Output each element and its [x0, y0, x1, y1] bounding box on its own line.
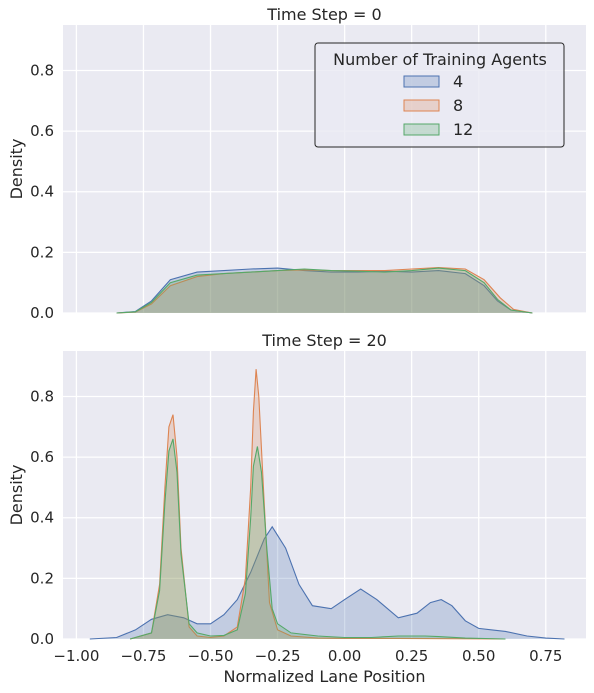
density-series	[116, 266, 533, 314]
y-tick-label: 0.4	[30, 509, 54, 527]
y-tick-label: 0.2	[30, 569, 54, 587]
x-tick-labels: −1.00 −0.75 −0.50 −0.25 0.00 0.25 0.50 0.75	[53, 647, 562, 665]
x-tick-label: 0.25	[395, 647, 428, 665]
y-tick-label: 0.8	[30, 61, 54, 79]
density-line-12	[129, 438, 506, 640]
x-tick-label: 0.50	[462, 647, 495, 665]
y-tick-label: 0.6	[30, 448, 54, 466]
density-fill-4	[116, 268, 533, 313]
x-tick-label: 0.00	[328, 647, 361, 665]
y-axis-title: Density	[7, 465, 26, 526]
legend-label-8: 8	[453, 96, 463, 115]
y-tick-label: 0.2	[30, 243, 54, 261]
density-series	[89, 369, 565, 640]
plot-area-background	[63, 351, 586, 639]
panel-title: Time Step = 20	[261, 331, 387, 350]
legend-swatch-4	[403, 75, 440, 88]
legend-box	[314, 42, 565, 148]
x-tick-label: −1.00	[53, 647, 99, 665]
density-fill-12	[116, 268, 533, 313]
y-tick-label: 0.8	[30, 387, 54, 405]
panel-time-step-20: 0.0 0.2 0.4 0.6 0.8 −1.00 −0.75 −0.50 −0.25 0.00…	[7, 331, 586, 686]
density-line-12	[116, 267, 533, 314]
legend: Number of Training Agents 4 8 12	[314, 42, 565, 148]
gridlines	[63, 351, 586, 640]
y-tick-labels: 0.0 0.2 0.4 0.6 0.8	[30, 387, 54, 648]
x-tick-label: −0.50	[188, 647, 234, 665]
y-axis-title: Density	[7, 139, 26, 200]
density-fill-8	[116, 267, 533, 313]
legend-entry-8: 8	[403, 96, 463, 115]
legend-swatch-12	[403, 123, 440, 136]
y-tick-label: 0.6	[30, 122, 54, 140]
panel-title: Time Step = 0	[266, 5, 381, 24]
legend-entry-12: 12	[403, 120, 473, 139]
legend-entry-4: 4	[403, 72, 463, 91]
y-tick-label: 0.0	[30, 630, 54, 648]
density-line-8	[129, 369, 506, 640]
legend-label-4: 4	[453, 72, 463, 91]
x-tick-label: −0.25	[255, 647, 301, 665]
density-fill-8	[130, 369, 506, 639]
density-fill-12	[130, 438, 506, 639]
y-tick-label: 0.0	[30, 304, 54, 322]
legend-title: Number of Training Agents	[333, 50, 547, 69]
y-tick-labels: 0.0 0.2 0.4 0.6 0.8	[30, 61, 54, 322]
x-tick-label: −0.75	[120, 647, 166, 665]
legend-label-12: 12	[453, 120, 473, 139]
density-line-4	[89, 525, 565, 640]
density-line-4	[116, 267, 533, 314]
panel-time-step-0: 0.0 0.2 0.4 0.6 0.8 Time Step = 0 Density Nu…	[7, 5, 586, 322]
density-fill-4	[89, 526, 565, 639]
legend-swatch-8	[403, 99, 440, 112]
x-axis-title: Normalized Lane Position	[224, 667, 426, 686]
y-tick-label: 0.4	[30, 183, 54, 201]
x-tick-label: 0.75	[529, 647, 562, 665]
